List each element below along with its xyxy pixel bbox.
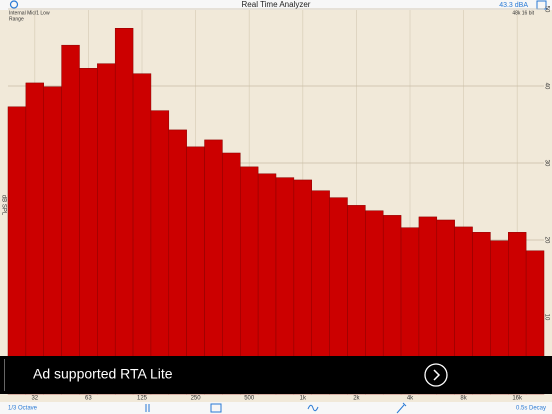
- ad-background[interactable]: [0, 356, 552, 394]
- ad-banner[interactable]: Ad supported RTA Lite: [0, 356, 552, 394]
- y-tick-label: 50: [543, 6, 549, 13]
- bar: [168, 129, 187, 395]
- chart: 10 20 30 40 50 32 63 125 250 500 1k 2k 4k 8k 16k: [7, 6, 549, 402]
- input-info: Range: [9, 16, 24, 22]
- y-tick-label: 30: [543, 160, 549, 167]
- ad-chevron: [433, 369, 441, 381]
- bar: [132, 73, 152, 395]
- decay-button[interactable]: 0.5s Decay: [516, 406, 546, 412]
- bar: [43, 86, 62, 395]
- x-tick-label: 125: [137, 396, 148, 402]
- title-bar: [0, 0, 552, 10]
- ad-divider: [4, 359, 5, 391]
- x-tick-label: 16k: [512, 396, 523, 402]
- x-tick-label: 32: [31, 396, 38, 402]
- bar: [25, 82, 44, 395]
- pause-button[interactable]: [145, 404, 150, 412]
- input-info: Internal Mic/1 Low: [9, 10, 50, 16]
- y-tick-label: 10: [543, 314, 549, 321]
- x-tick-label: 4k: [407, 396, 414, 402]
- x-tick-label: 63: [85, 396, 92, 402]
- y-axis-label: dB SPL: [0, 195, 6, 216]
- x-tick-label: 250: [191, 396, 202, 402]
- ad-text[interactable]: Ad supported RTA Lite: [33, 366, 173, 382]
- bar: [61, 44, 80, 395]
- x-tick-label: 1k: [300, 396, 307, 402]
- settings-button[interactable]: [9, 0, 19, 9]
- y-tick-label: 40: [543, 83, 549, 90]
- x-tick-label: 8k: [460, 396, 467, 402]
- curve-button[interactable]: [307, 404, 319, 412]
- bar: [150, 110, 170, 395]
- bar: [204, 139, 223, 395]
- bar: [7, 106, 27, 395]
- bar: [114, 28, 134, 395]
- files-button[interactable]: [210, 403, 222, 413]
- level-readout[interactable]: 43.3 dBA: [499, 2, 528, 9]
- bar: [97, 63, 116, 395]
- x-tick-label: 2k: [353, 396, 360, 402]
- tools-button[interactable]: [396, 402, 407, 414]
- y-tick-label: 20: [543, 237, 549, 244]
- format-info: 48k 16 bit: [512, 10, 534, 16]
- app-title: Real Time Analyzer: [242, 0, 311, 9]
- ad-button[interactable]: [424, 363, 448, 387]
- bar: [79, 68, 98, 395]
- band-mode-button[interactable]: 1/3 Octave: [8, 406, 38, 412]
- x-tick-label: 500: [244, 396, 255, 402]
- toolbar: [0, 402, 552, 414]
